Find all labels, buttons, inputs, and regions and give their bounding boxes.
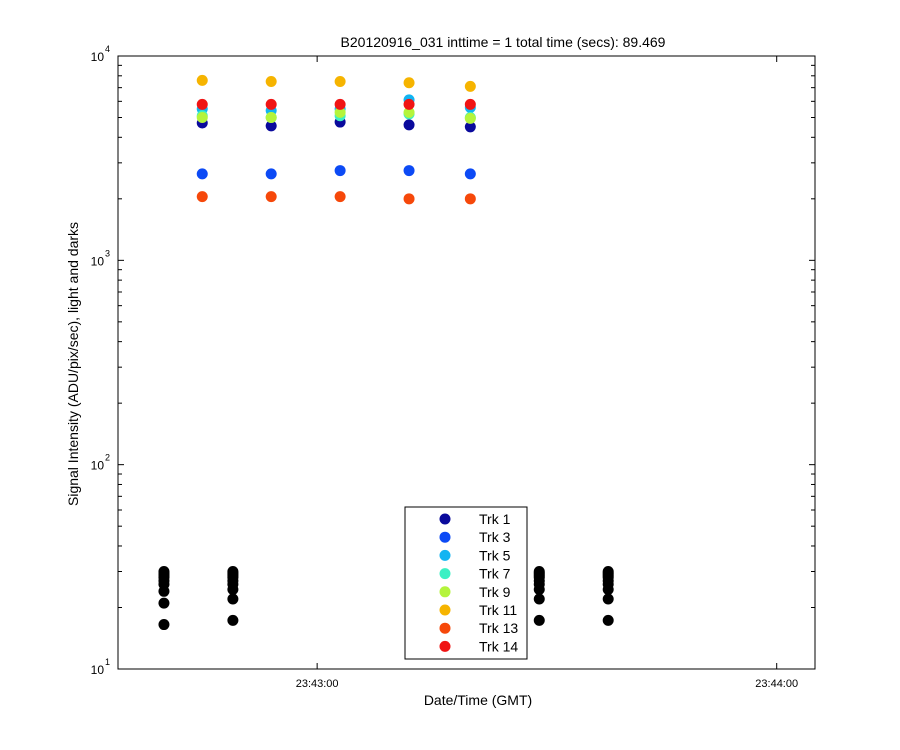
point-trk-11 [196,74,208,86]
point-trk-1 [464,121,476,133]
point-trk-1 [265,120,277,132]
point-trk-14 [403,98,415,110]
point-trk-13 [334,191,346,203]
x-tick-label: 23:44:00 [755,678,798,690]
y-tick-label: 10 [91,459,105,473]
point-trk-3 [334,165,346,177]
x-axis-label: Date/Time (GMT) [424,692,532,708]
legend-label: Trk 14 [479,638,518,654]
y-tick-exponent: 4 [105,44,110,54]
y-tick-exponent: 1 [105,657,110,667]
point-trk-11 [265,76,277,88]
point-trk-14 [196,98,208,110]
legend-marker [439,513,451,525]
data-points [158,74,614,631]
dark-point [158,597,170,609]
point-trk-11 [464,80,476,92]
y-tick-exponent: 3 [105,248,110,258]
point-trk-3 [464,168,476,180]
point-trk-13 [403,193,415,205]
dark-point [533,593,545,605]
dark-point [227,593,239,605]
legend-marker [439,568,451,580]
point-trk-13 [265,191,277,203]
dark-point [227,566,239,578]
dark-point [158,619,170,631]
legend-label: Trk 3 [479,529,511,545]
legend-marker [439,604,451,616]
x-tick-label: 23:43:00 [296,678,339,690]
axis-ticks [118,56,815,670]
point-trk-13 [464,193,476,205]
chart-title: B20120916_031 inttime = 1 total time (se… [341,34,666,50]
point-trk-1 [403,119,415,131]
legend-label: Trk 13 [479,620,518,636]
legend-label: Trk 9 [479,584,511,600]
y-axis-label: Signal Intensity (ADU/pix/sec), light an… [65,222,81,506]
y-tick-label: 10 [91,50,105,64]
point-trk-14 [334,98,346,110]
legend-marker [439,531,451,543]
dark-point [227,614,239,626]
dark-point [602,593,614,605]
point-trk-9 [334,106,346,118]
point-trk-9 [196,112,208,124]
y-tick-label: 10 [91,663,105,677]
legend-marker [439,640,451,652]
legend-marker [439,586,451,598]
dark-point [533,566,545,578]
legend-box [404,506,528,660]
point-trk-14 [265,98,277,110]
point-trk-9 [464,112,476,124]
point-trk-11 [334,76,346,88]
dark-point [533,614,545,626]
point-trk-14 [464,98,476,110]
y-tick-label: 10 [91,254,105,268]
dark-point [602,566,614,578]
legend: Trk 1 Trk 3 Trk 5 Trk 7 Trk 9 Trk 11 Trk 13 Trk… [404,506,528,660]
legend-label: Trk 1 [479,511,511,527]
x-tick-labels: 23:43:00 23:44:00 [296,678,798,690]
dark-point [158,566,170,578]
y-tick-exponent: 2 [105,453,110,463]
point-trk-3 [196,168,208,180]
point-trk-3 [265,168,277,180]
point-trk-9 [403,106,415,118]
legend-marker [439,622,451,634]
point-trk-13 [196,191,208,203]
legend-label: Trk 11 [479,602,517,618]
legend-label: Trk 5 [479,547,511,563]
legend-label: Trk 7 [479,566,511,582]
point-trk-11 [403,77,415,89]
point-trk-9 [265,112,277,124]
dark-point [602,614,614,626]
legend-marker [439,549,451,561]
point-trk-3 [403,165,415,177]
